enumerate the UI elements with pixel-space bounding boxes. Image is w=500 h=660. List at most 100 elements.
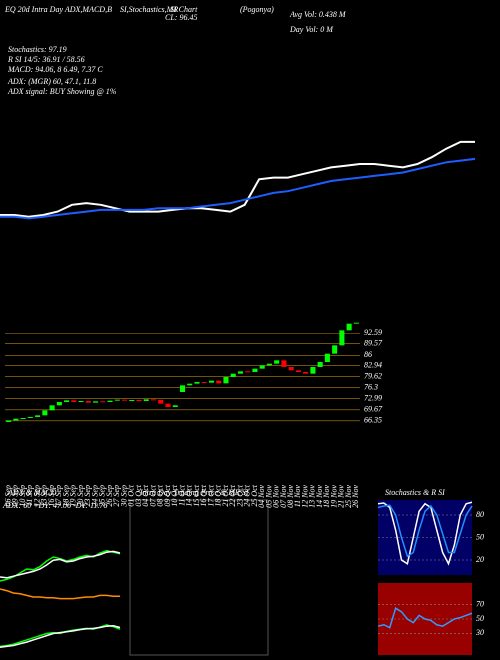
candle-body bbox=[165, 403, 171, 407]
x-tick-label: 17 Sep bbox=[54, 485, 63, 507]
header-text: ADX: (MGR) 60, 47.1, 11.8 bbox=[7, 77, 96, 86]
x-tick-label: 24 Oct bbox=[243, 484, 252, 506]
x-tick-label: 14 Nov bbox=[315, 485, 324, 508]
panel-annotation: ADX: 60 +DY: 47.06 -DY: 11.76 bbox=[2, 501, 107, 510]
candle-body bbox=[179, 385, 186, 392]
header-text: ADX signal: BUY Showing @ 1% bbox=[7, 87, 117, 96]
candle-body bbox=[295, 370, 301, 372]
y-tick-label: 69.67 bbox=[364, 405, 383, 414]
x-tick-label: 10 Sep bbox=[18, 485, 27, 507]
series-line bbox=[0, 140, 475, 218]
candle-body bbox=[332, 345, 338, 354]
x-tick-label: 16 Sep bbox=[47, 485, 56, 507]
candle-body bbox=[71, 400, 77, 402]
series-line bbox=[0, 625, 121, 649]
header-text: R SI 14/5: 36.91 / 58.56 bbox=[7, 55, 85, 64]
candle-body bbox=[281, 360, 287, 367]
x-tick-label: 11 Sep bbox=[25, 485, 34, 506]
candle-body bbox=[100, 401, 106, 403]
y-tick-label: 86 bbox=[364, 350, 372, 359]
x-tick-label: 14 Oct bbox=[185, 484, 194, 506]
candle-body bbox=[114, 399, 120, 401]
x-tick-label: 18 Sep bbox=[61, 485, 70, 507]
candle-body bbox=[339, 330, 345, 346]
candle-body bbox=[346, 323, 352, 331]
candle-body bbox=[353, 322, 359, 324]
y-tick-label: 89.57 bbox=[364, 338, 383, 347]
y-tick-label: 30 bbox=[475, 628, 484, 637]
y-tick-label: 70 bbox=[476, 599, 484, 608]
candle-body bbox=[27, 417, 33, 418]
series-line bbox=[377, 504, 473, 558]
y-tick-label: 76.3 bbox=[364, 382, 378, 391]
x-tick-label: 08 Nov bbox=[286, 485, 295, 508]
x-tick-label: 06 Nov bbox=[272, 485, 281, 508]
header-text: Day Vol: 0 M bbox=[289, 25, 334, 34]
candle-body bbox=[303, 372, 309, 374]
x-tick-label: 27 Sep bbox=[112, 485, 121, 507]
candle-body bbox=[78, 401, 84, 402]
x-tick-label: 10 Oct bbox=[170, 484, 179, 506]
x-tick-label: 13 Sep bbox=[40, 485, 49, 507]
candle-body bbox=[129, 400, 135, 401]
candle-body bbox=[310, 367, 316, 374]
series-line bbox=[0, 550, 121, 579]
x-tick-label: 11 Oct bbox=[177, 484, 186, 506]
candle-body bbox=[35, 415, 41, 417]
header-text: Stochastics: 97.19 bbox=[8, 45, 67, 54]
candle-body bbox=[266, 363, 272, 366]
x-tick-label: 12 Nov bbox=[300, 485, 309, 508]
candle-body bbox=[64, 400, 70, 402]
y-tick-label: 50 bbox=[476, 614, 484, 623]
x-tick-label: 21 Oct bbox=[221, 484, 230, 506]
x-tick-label: 23 Oct bbox=[235, 484, 244, 506]
x-tick-label: 17 Oct bbox=[206, 484, 215, 506]
candle-body bbox=[324, 353, 330, 362]
series-line bbox=[0, 588, 120, 600]
header-text: MACD: 94.06, 8 6.49, 7.37 C bbox=[7, 65, 103, 74]
candle-body bbox=[150, 399, 157, 401]
candle-body bbox=[201, 382, 207, 383]
x-tick-label: 18 Nov bbox=[322, 485, 331, 508]
x-tick-label: 08 Oct bbox=[156, 484, 165, 506]
x-tick-label: 12 Sep bbox=[32, 485, 41, 507]
candle-body bbox=[317, 362, 323, 367]
candle-body bbox=[6, 420, 12, 422]
x-tick-label: 25 Oct bbox=[250, 484, 259, 506]
x-tick-label: 24 Sep bbox=[90, 485, 99, 507]
candle-body bbox=[158, 400, 164, 404]
x-tick-label: 26 Nov bbox=[351, 485, 360, 508]
x-tick-label: 03 Oct bbox=[134, 484, 143, 506]
candle-body bbox=[107, 400, 113, 402]
candle-body bbox=[56, 402, 62, 406]
candle-body bbox=[85, 401, 91, 403]
header-text: CL: 96.45 bbox=[165, 13, 197, 22]
candle-body bbox=[49, 405, 55, 411]
panel-title: ADX & MACD bbox=[7, 488, 57, 497]
candle-body bbox=[237, 371, 243, 374]
header-text: SI Chart bbox=[170, 5, 198, 14]
x-tick-label: 11 Nov bbox=[293, 485, 302, 508]
candle-body bbox=[208, 380, 215, 383]
candle-body bbox=[143, 399, 149, 401]
candle-body bbox=[252, 368, 258, 372]
candle-body bbox=[245, 371, 251, 373]
y-tick-label: 50 bbox=[476, 532, 484, 541]
x-tick-label: 09 Sep bbox=[11, 485, 20, 507]
series-line bbox=[377, 501, 473, 566]
x-tick-label: 19 Nov bbox=[329, 485, 338, 508]
candle-body bbox=[216, 380, 222, 384]
x-tick-label: 09 Oct bbox=[163, 484, 172, 506]
x-tick-label: 21 Nov bbox=[337, 485, 346, 508]
x-tick-label: 15 Oct bbox=[192, 484, 201, 506]
x-tick-label: 05 Nov bbox=[264, 485, 273, 508]
x-tick-label: 22 Oct bbox=[228, 484, 237, 506]
x-tick-label: 20 Sep bbox=[76, 485, 85, 507]
x-tick-label: 16 Oct bbox=[199, 484, 208, 506]
candle-body bbox=[187, 383, 193, 386]
candle-body bbox=[122, 399, 128, 401]
x-tick-label: 30 Sep bbox=[119, 485, 128, 508]
x-tick-label: 25 Sep bbox=[98, 485, 107, 507]
x-tick-label: 04 Nov bbox=[257, 485, 266, 508]
